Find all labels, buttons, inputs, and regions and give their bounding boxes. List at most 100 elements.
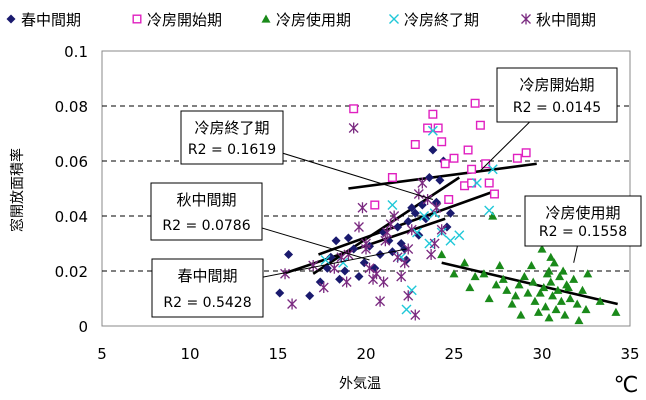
data-point xyxy=(320,255,331,265)
data-point xyxy=(338,257,349,268)
r2-callout: 冷房使用期 R2 = 0.1558 xyxy=(524,195,642,263)
data-point xyxy=(429,208,440,219)
callout-r2: R2 = 0.5428 xyxy=(163,295,251,311)
data-point xyxy=(583,269,593,278)
data-point xyxy=(533,307,543,316)
data-point xyxy=(560,310,570,319)
data-point xyxy=(419,211,430,221)
y-tick-label: 0.02 xyxy=(55,263,88,281)
data-point xyxy=(326,252,336,262)
data-point xyxy=(435,175,445,185)
data-point xyxy=(340,266,350,276)
data-point xyxy=(484,178,494,188)
series-points xyxy=(349,98,531,210)
data-point xyxy=(280,268,290,280)
data-point xyxy=(329,262,340,274)
data-point xyxy=(440,159,450,169)
data-point xyxy=(595,296,605,305)
legend-marker xyxy=(132,14,142,24)
callout-title: 冷房使用期 xyxy=(545,204,620,222)
data-point xyxy=(491,280,501,289)
r2-callout: 秋中間期 R2 = 0.0786 xyxy=(150,182,370,261)
y-tick-label: 0.06 xyxy=(55,153,88,171)
data-point xyxy=(475,120,485,130)
x-tick-label: 25 xyxy=(444,345,463,363)
callout-r2: R2 = 0.0786 xyxy=(162,218,250,234)
legend-label: 春中間期 xyxy=(21,11,81,29)
data-point xyxy=(528,277,538,286)
data-point xyxy=(479,269,489,278)
callout-r2: R2 = 0.0145 xyxy=(513,100,601,116)
data-point xyxy=(403,290,414,302)
data-point xyxy=(275,288,285,298)
data-point xyxy=(410,208,420,218)
data-point xyxy=(370,200,380,210)
data-point xyxy=(410,139,420,149)
data-point xyxy=(412,227,423,238)
callout-r2: R2 = 0.1619 xyxy=(188,142,276,158)
x-tick-label: 35 xyxy=(620,345,639,363)
data-point xyxy=(417,177,428,189)
data-point xyxy=(553,285,563,294)
annotations: 冷房開始期 R2 = 0.0145 冷房終了期 R2 = 0.1619 秋中間期 R2 =… xyxy=(150,67,642,318)
legend-label: 冷房使用期 xyxy=(276,11,351,29)
x-tick-label: 15 xyxy=(268,345,287,363)
data-point xyxy=(436,224,447,236)
data-point xyxy=(537,244,547,253)
data-point xyxy=(343,233,353,243)
data-point xyxy=(546,277,556,286)
data-point xyxy=(396,239,406,248)
data-point xyxy=(403,217,413,226)
data-point xyxy=(375,295,386,307)
axes: 0 0.02 0.04 0.06 0.08 0.1 5 10 15 20 25 30 35 xyxy=(55,43,640,363)
data-point xyxy=(535,288,545,297)
data-point xyxy=(498,274,508,283)
data-point xyxy=(348,122,359,134)
data-point xyxy=(544,266,554,275)
data-point xyxy=(530,296,540,305)
x-axis-label: 外気温 xyxy=(339,376,381,392)
callout-box xyxy=(151,258,264,318)
data-point xyxy=(384,236,394,246)
data-point xyxy=(454,230,465,241)
data-point xyxy=(484,205,495,216)
data-point xyxy=(315,277,325,287)
data-point xyxy=(387,200,398,210)
data-point xyxy=(431,202,442,214)
data-point xyxy=(399,257,410,269)
data-point xyxy=(393,222,403,232)
data-point xyxy=(428,145,438,155)
data-point xyxy=(569,274,579,283)
data-point xyxy=(449,269,459,278)
data-point xyxy=(463,145,473,155)
trendline xyxy=(282,217,446,275)
data-point xyxy=(512,153,522,163)
data-point xyxy=(361,243,371,255)
data-point xyxy=(460,258,470,267)
legend-label: 冷房開始期 xyxy=(147,11,222,29)
data-point xyxy=(410,309,421,321)
data-points xyxy=(275,98,621,325)
trendline xyxy=(312,176,460,275)
data-point xyxy=(437,137,447,147)
data-point xyxy=(562,280,572,289)
legend-marker xyxy=(6,14,16,24)
data-point xyxy=(514,280,524,289)
x-tick-label: 10 xyxy=(180,345,199,363)
legend-item: 冷房使用期 xyxy=(261,11,351,29)
data-point xyxy=(507,299,517,308)
data-point xyxy=(516,310,526,319)
plot-area xyxy=(101,50,631,327)
data-point xyxy=(488,211,498,220)
data-point xyxy=(403,243,414,255)
data-point xyxy=(428,109,438,119)
data-point xyxy=(484,294,494,303)
data-point xyxy=(335,274,345,284)
data-point xyxy=(392,251,403,263)
data-point xyxy=(556,296,566,305)
data-point xyxy=(349,104,359,114)
data-point xyxy=(287,298,298,310)
data-point xyxy=(341,276,352,288)
data-point xyxy=(541,302,551,311)
